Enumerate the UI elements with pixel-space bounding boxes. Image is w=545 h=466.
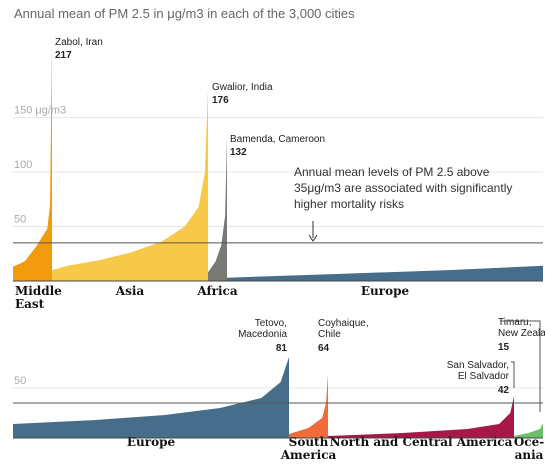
callout-san-salvador-el-salvador-value: 42 (498, 385, 510, 396)
callout-tetovo-macedonia-value: 81 (276, 343, 288, 354)
callout-tetovo-macedonia-name-1: Tetovo, (255, 318, 287, 329)
chart-title: Annual mean of PM 2.5 in μg/m3 in each o… (14, 6, 355, 21)
y-tick-label-1-50: 50 (14, 375, 26, 387)
callout-zabol-iran-name: Zabol, Iran (55, 37, 103, 48)
y-tick-label-0-150: 150 μg/m3 (14, 105, 66, 117)
callout-gwalior-india-name: Gwalior, India (212, 82, 273, 93)
threshold-note-line-1: 35μg/m3 are associated with significantl… (294, 181, 512, 195)
callout-gwalior-india-value: 176 (212, 95, 229, 106)
y-tick-label-0-100: 100 (14, 159, 32, 171)
area-0-middle-east (13, 44, 52, 282)
callout-tetovo-macedonia-name-2: Macedonia (238, 329, 287, 340)
area-0-asia (52, 89, 208, 282)
area-1-europe (13, 357, 289, 438)
callout-coyhaique-chile-value: 64 (318, 343, 330, 354)
region-label-1-north-and-central-america-0: North and Central America (330, 435, 513, 449)
callout-timaru-new-zealand-value: 15 (498, 342, 510, 353)
area-1-south-america (289, 374, 328, 438)
callout-coyhaique-chile-name-2: Chile (318, 329, 341, 340)
region-label-1-south-america-1: America (280, 448, 337, 462)
region-label-0-africa-0: Africa (196, 284, 237, 298)
region-label-0-europe-0: Europe (361, 284, 410, 298)
callout-timaru-new-zealand-name-2: New Zealand (498, 328, 545, 339)
region-label-1-oce-ania-1: ania (515, 448, 544, 462)
region-label-0-middle-east-1: East (15, 297, 45, 311)
region-label-0-middle-east-0: Middle (15, 284, 62, 298)
area-0-africa (208, 137, 227, 281)
callout-bamenda-cameroon-value: 132 (230, 147, 247, 158)
callout-san-salvador-el-salvador-name-2: El Salvador (458, 371, 510, 382)
threshold-note-arrow-head (308, 234, 318, 242)
region-label-1-europe-0: Europe (127, 435, 176, 449)
callout-timaru-new-zealand-leader (500, 320, 541, 412)
callout-timaru-new-zealand-name-1: Timaru, (498, 317, 532, 328)
region-label-0-asia-0: Asia (115, 284, 145, 298)
callout-bamenda-cameroon-name: Bamenda, Cameroon (230, 134, 325, 145)
area-1-oce-ania (514, 423, 543, 438)
callout-san-salvador-el-salvador-leader (511, 361, 515, 388)
area-0-europe (227, 265, 543, 281)
threshold-note-line-2: higher mortality risks (294, 197, 404, 211)
callout-coyhaique-chile-name-1: Coyhaique, (318, 318, 369, 329)
callout-zabol-iran-value: 217 (55, 50, 72, 61)
area-1-north-and-central-america (328, 396, 514, 438)
callout-san-salvador-el-salvador-name-1: San Salvador, (447, 360, 509, 371)
y-tick-label-0-50: 50 (14, 214, 26, 226)
region-label-1-oce-ania-0: Oce- (514, 435, 544, 449)
region-label-1-south-america-0: South (289, 435, 329, 449)
threshold-note-line-0: Annual mean levels of PM 2.5 above (294, 165, 490, 179)
